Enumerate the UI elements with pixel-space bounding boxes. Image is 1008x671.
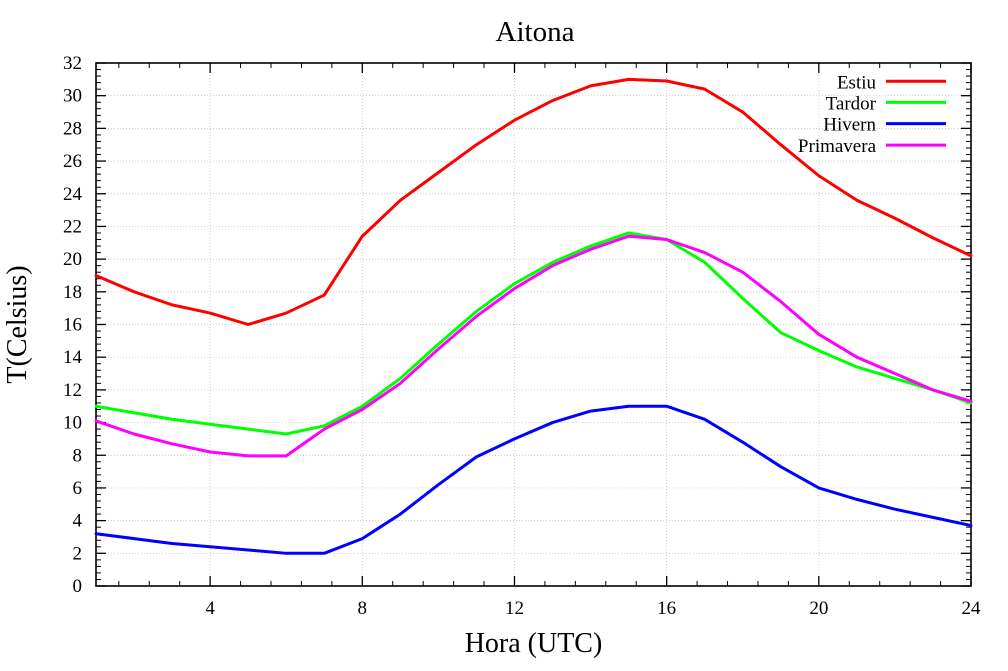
svg-text:8: 8 [358, 598, 368, 619]
svg-text:Aitona: Aitona [496, 16, 575, 48]
svg-text:Hivern: Hivern [823, 115, 876, 136]
svg-text:30: 30 [63, 86, 82, 107]
svg-text:T(Celsius): T(Celsius) [2, 265, 33, 383]
svg-text:18: 18 [63, 282, 82, 303]
svg-text:10: 10 [63, 413, 82, 434]
svg-text:12: 12 [63, 380, 82, 401]
svg-text:20: 20 [809, 598, 828, 619]
svg-text:Tardor: Tardor [826, 93, 877, 114]
svg-text:14: 14 [63, 347, 83, 368]
svg-text:16: 16 [63, 315, 82, 336]
svg-text:26: 26 [63, 151, 82, 172]
svg-text:28: 28 [63, 118, 82, 139]
svg-text:32: 32 [63, 53, 82, 74]
svg-text:4: 4 [73, 511, 83, 532]
svg-text:2: 2 [73, 543, 83, 564]
svg-text:20: 20 [63, 249, 82, 270]
svg-text:0: 0 [73, 576, 83, 597]
svg-text:12: 12 [505, 598, 524, 619]
svg-text:Hora (UTC): Hora (UTC) [465, 628, 603, 659]
svg-text:24: 24 [63, 184, 83, 205]
svg-text:22: 22 [63, 216, 82, 237]
svg-text:24: 24 [962, 598, 982, 619]
svg-text:Primavera: Primavera [798, 136, 877, 157]
svg-text:6: 6 [73, 478, 83, 499]
svg-text:Estiu: Estiu [837, 72, 877, 93]
svg-text:16: 16 [657, 598, 676, 619]
svg-text:8: 8 [73, 445, 83, 466]
svg-text:4: 4 [205, 598, 215, 619]
